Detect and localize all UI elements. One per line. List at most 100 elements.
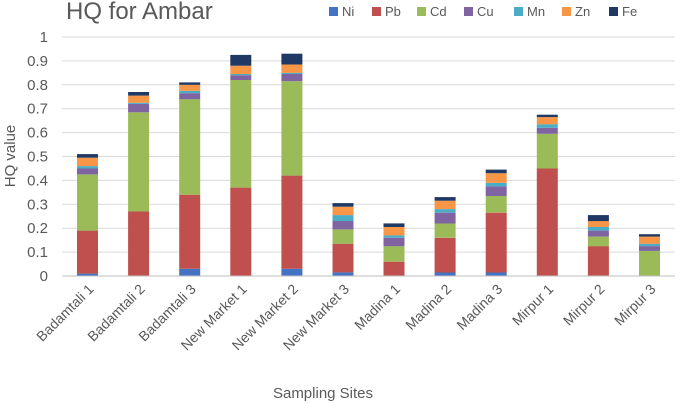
bar-segment-cu bbox=[485, 186, 507, 196]
bar-segment-mn bbox=[434, 209, 456, 213]
bar-segment-zn bbox=[587, 221, 609, 227]
bar-segment-pb bbox=[230, 187, 252, 276]
bar-segment-cd bbox=[485, 195, 507, 213]
bar-segment-zn bbox=[332, 206, 354, 216]
bar-segment-zn bbox=[128, 95, 150, 103]
legend-label: Pb bbox=[385, 4, 401, 19]
bar-segment-zn bbox=[536, 117, 558, 125]
bar-segment-mn bbox=[485, 182, 507, 187]
x-tick-label: Mirpur 3 bbox=[611, 281, 659, 329]
bar-segment-cu bbox=[77, 168, 98, 175]
bar-segment-cd bbox=[383, 246, 405, 262]
bar-segment-zn bbox=[639, 236, 660, 244]
bar-segment-fe bbox=[383, 223, 405, 227]
bar-segment-cu bbox=[434, 212, 456, 224]
bar-segment-cu bbox=[587, 230, 609, 237]
bar-segment-ni bbox=[332, 272, 354, 276]
bar-segment-cd bbox=[434, 223, 456, 238]
legend-swatch-zn bbox=[562, 7, 571, 16]
y-tick-label: 0.7 bbox=[27, 101, 48, 118]
bar-segment-mn bbox=[128, 102, 150, 104]
y-axis-ticks: 0 0.1 0.2 0.3 0.4 0.5 0.6 0.7 0.8 0.9 1 bbox=[27, 29, 48, 285]
bar-segment-mn bbox=[536, 124, 558, 128]
bar-segment-fe bbox=[230, 54, 252, 66]
y-tick-label: 0.2 bbox=[27, 220, 48, 237]
bar-segment-zn bbox=[77, 157, 98, 167]
bar-segment-pb bbox=[179, 194, 201, 269]
bar-segment-cd bbox=[281, 81, 303, 176]
bars bbox=[77, 53, 660, 276]
bar-segment-zn bbox=[485, 173, 507, 183]
bar-segment-ni bbox=[281, 268, 303, 276]
bar-segment-ni bbox=[485, 272, 507, 276]
bar-segment-fe bbox=[281, 53, 303, 65]
bar-segment-ni bbox=[77, 273, 98, 276]
x-axis-label: Sampling Sites bbox=[273, 385, 373, 402]
bar-segment-pb bbox=[281, 175, 303, 269]
bar-segment-cu bbox=[536, 127, 558, 134]
bar-segment-pb bbox=[77, 230, 98, 274]
bar-segment-zn bbox=[383, 227, 405, 236]
bar-segment-mn bbox=[179, 90, 201, 94]
bar-segment-cd bbox=[332, 229, 354, 244]
legend-swatch-cu bbox=[464, 7, 473, 16]
bar-segment-pb bbox=[332, 243, 354, 273]
bar-segment-mn bbox=[332, 215, 354, 222]
bar-segment-pb bbox=[434, 237, 456, 273]
bar-segment-fe bbox=[639, 234, 660, 237]
legend-label: Fe bbox=[622, 4, 637, 19]
y-tick-label: 0.9 bbox=[27, 53, 48, 70]
bar-segment-cd bbox=[536, 133, 558, 169]
y-tick-label: 0.4 bbox=[27, 172, 48, 189]
bar-segment-mn bbox=[281, 72, 303, 74]
x-tick-label: Mirpur 1 bbox=[509, 281, 557, 329]
bar-segment-mn bbox=[587, 227, 609, 231]
bar-segment-cu bbox=[128, 103, 150, 113]
y-tick-label: 0.6 bbox=[27, 125, 48, 142]
y-tick-label: 0.5 bbox=[27, 149, 48, 166]
x-tick-label: Mirpur 2 bbox=[560, 281, 608, 329]
legend-swatch-mn bbox=[514, 7, 523, 16]
y-tick-label: 0.8 bbox=[27, 77, 48, 94]
bar-segment-cu bbox=[383, 237, 405, 247]
bar-segment-pb bbox=[383, 261, 405, 276]
bar-segment-mn bbox=[383, 235, 405, 238]
bar-segment-ni bbox=[179, 268, 201, 276]
bar-segment-cd bbox=[639, 250, 660, 276]
bar-segment-fe bbox=[587, 215, 609, 222]
legend-label: Zn bbox=[575, 4, 590, 19]
bar-segment-mn bbox=[639, 243, 660, 247]
bar-segment-cd bbox=[128, 112, 150, 212]
bar-segment-fe bbox=[434, 197, 456, 201]
gridlines bbox=[62, 36, 675, 253]
bar-segment-pb bbox=[485, 212, 507, 273]
legend-label: Cu bbox=[477, 4, 494, 19]
bar-segment-pb bbox=[587, 246, 609, 276]
legend: Ni Pb Cd Cu Mn Zn Fe bbox=[329, 4, 637, 19]
bar-segment-fe bbox=[536, 114, 558, 118]
x-tick-label: Madina 1 bbox=[351, 281, 403, 333]
y-tick-label: 1 bbox=[40, 29, 48, 46]
legend-label: Cd bbox=[430, 4, 447, 19]
bar-segment-zn bbox=[281, 64, 303, 73]
bar-segment-cu bbox=[639, 246, 660, 251]
legend-swatch-cd bbox=[417, 7, 426, 16]
bar-segment-cd bbox=[587, 236, 609, 247]
bar-segment-zn bbox=[434, 200, 456, 210]
x-tick-label: Madina 2 bbox=[402, 281, 454, 333]
bar-segment-fe bbox=[485, 169, 507, 174]
legend-swatch-fe bbox=[609, 7, 618, 16]
bar-segment-cd bbox=[179, 99, 201, 195]
bar-segment-fe bbox=[77, 154, 98, 158]
bar-segment-pb bbox=[128, 211, 150, 276]
y-tick-label: 0 bbox=[40, 268, 48, 285]
chart-title: HQ for Ambar bbox=[66, 0, 213, 25]
y-tick-label: 0.1 bbox=[27, 244, 48, 261]
bar-segment-cd bbox=[230, 80, 252, 188]
bar-segment-fe bbox=[128, 92, 150, 96]
x-tick-label: Madina 3 bbox=[453, 281, 505, 333]
legend-label: Mn bbox=[527, 4, 545, 19]
legend-label: Ni bbox=[342, 4, 354, 19]
